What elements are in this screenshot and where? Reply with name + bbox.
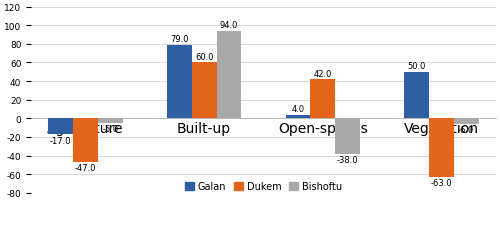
Bar <box>429 119 454 177</box>
Bar <box>192 63 216 119</box>
Bar <box>335 119 360 154</box>
Text: -5.0: -5.0 <box>102 125 118 134</box>
Text: 50.0: 50.0 <box>408 62 426 71</box>
Text: -38.0: -38.0 <box>336 155 358 164</box>
Bar <box>98 119 122 123</box>
Text: 79.0: 79.0 <box>170 35 188 44</box>
Text: -47.0: -47.0 <box>75 164 96 173</box>
Text: 94.0: 94.0 <box>220 21 238 30</box>
Bar <box>167 46 192 119</box>
Text: 60.0: 60.0 <box>195 53 214 62</box>
Bar <box>73 119 98 162</box>
Bar <box>286 115 310 119</box>
Text: -6.0: -6.0 <box>458 126 474 135</box>
Text: -63.0: -63.0 <box>430 178 452 187</box>
Bar <box>216 32 241 119</box>
Bar <box>48 119 73 135</box>
Bar <box>404 72 429 119</box>
Text: 42.0: 42.0 <box>314 70 332 79</box>
Text: 4.0: 4.0 <box>292 105 304 114</box>
Bar <box>454 119 478 124</box>
Text: -17.0: -17.0 <box>50 136 72 145</box>
Bar <box>310 80 335 119</box>
Legend: Galan, Dukem, Bishoftu: Galan, Dukem, Bishoftu <box>181 178 346 196</box>
